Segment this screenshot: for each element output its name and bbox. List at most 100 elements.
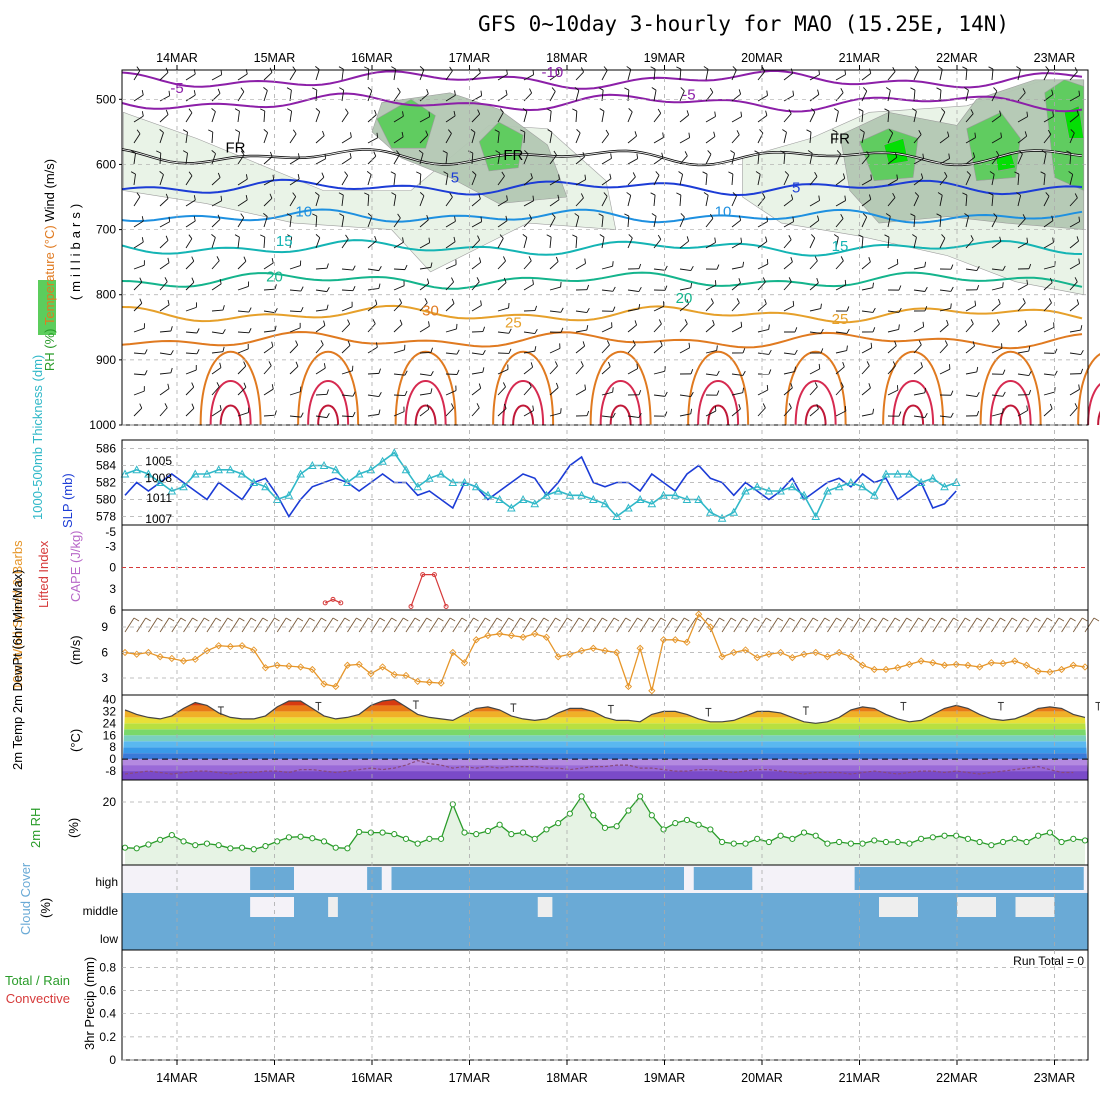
- wind-barb: [575, 263, 586, 270]
- wind-barb: [705, 373, 717, 376]
- wind-barb-feather: [790, 383, 793, 389]
- rh-marker: [145, 841, 152, 848]
- wind-barb: [575, 310, 587, 314]
- wind-barb: [601, 391, 613, 396]
- wind-barb-feather: [1022, 88, 1026, 93]
- wind-barb: [445, 264, 457, 270]
- surface-wind-feather: [602, 617, 608, 622]
- wind-barb-feather: [950, 390, 954, 396]
- wind-barb-feather: [208, 129, 213, 133]
- temp-band: [122, 735, 1088, 742]
- temp-band: [122, 729, 1088, 736]
- wind-barb: [471, 371, 483, 375]
- wind-barb-feather: [766, 216, 768, 222]
- slp-ylabel: SLP (mb): [60, 473, 75, 528]
- wind-barb-feather: [628, 234, 633, 239]
- wind-barb-feather: [976, 410, 980, 416]
- cloud-high-segment: [391, 867, 684, 890]
- wind-barb: [393, 394, 406, 397]
- wind-barb: [1017, 350, 1029, 354]
- date-label-bottom: 17MAR: [449, 1071, 491, 1085]
- rh-marker: [332, 844, 339, 851]
- wind-speed-marker: [788, 653, 796, 662]
- surface-wind-feather: [473, 617, 479, 622]
- wind-barb: [471, 95, 482, 102]
- wind-barb: [965, 268, 977, 271]
- wind-barb-feather: [297, 173, 300, 180]
- date-label-top: 18MAR: [546, 51, 588, 65]
- wind-barb: [861, 111, 864, 123]
- wind-barb-feather: [286, 87, 292, 91]
- wind-barb: [211, 331, 223, 335]
- wind-barb: [575, 71, 584, 81]
- wind-barb-feather: [768, 349, 772, 355]
- surface-wind-feather: [344, 617, 350, 622]
- wind-barb: [341, 136, 352, 144]
- wind-barb-feather: [765, 110, 768, 116]
- wind-barb-feather: [376, 132, 379, 138]
- temp-band: [122, 723, 1088, 730]
- surface-wind-barb: [827, 617, 837, 633]
- wind-barb-feather: [478, 383, 482, 389]
- surface-wind-barb: [850, 617, 861, 633]
- wind-barb-feather: [560, 282, 562, 288]
- boundary-layer-contour: [219, 404, 242, 426]
- wind-barb: [237, 199, 248, 207]
- wind-barb-feather: [738, 278, 741, 284]
- surface-wind-barb: [522, 617, 533, 633]
- wind-barb-feather: [709, 213, 714, 219]
- wind-barb-feather: [612, 261, 614, 267]
- wind-barb: [757, 174, 761, 186]
- wind-barb-feather: [240, 87, 245, 92]
- wind-barb: [705, 136, 716, 144]
- wind-barb-feather: [503, 403, 507, 409]
- wind-barb: [315, 195, 320, 207]
- thickness-marker: [425, 473, 434, 482]
- wind-speed-marker: [390, 670, 398, 679]
- wind-barb-feather: [868, 257, 871, 263]
- surface-wind-feather: [379, 617, 386, 622]
- wind-barb: [1069, 221, 1080, 228]
- wind-barb: [497, 199, 508, 207]
- wind-speed-marker: [179, 657, 188, 665]
- surface-wind-barb: [358, 617, 369, 633]
- wind-barb: [1069, 329, 1081, 333]
- rh-marker: [1046, 829, 1053, 836]
- wind-barb-feather: [636, 363, 639, 369]
- surface-wind-barb: [311, 617, 322, 633]
- wind-barb: [887, 328, 899, 333]
- wind-barb: [159, 72, 169, 81]
- surface-wind-feather: [438, 617, 444, 622]
- thickness-marker: [717, 513, 727, 522]
- wind-barb: [523, 284, 534, 291]
- wind-barb: [549, 111, 552, 123]
- wind-barb: [497, 331, 509, 334]
- wind-barb-feather: [638, 286, 642, 292]
- temp-band: [122, 699, 1088, 706]
- wind-barb: [939, 307, 951, 312]
- wind-barb: [523, 218, 532, 228]
- wind-barb: [861, 387, 871, 396]
- wind-barb-feather: [1016, 66, 1021, 70]
- wind-barb: [861, 413, 873, 417]
- wind-barb-feather: [794, 349, 798, 355]
- surface-wind-feather: [227, 617, 233, 622]
- isotherm-10: [121, 208, 1083, 224]
- wind-barb-feather: [680, 87, 685, 92]
- boundary-layer-contour: [697, 380, 740, 426]
- wind-yunit: (m/s): [68, 635, 83, 665]
- wind-speed-marker: [905, 660, 914, 669]
- wind-barb-feather: [742, 387, 744, 393]
- surface-wind-feather: [1035, 617, 1041, 622]
- wind-barb-feather: [454, 90, 456, 96]
- rh-tick: 20: [103, 795, 117, 809]
- date-label-bottom: 18MAR: [546, 1071, 588, 1085]
- wind-tick: 3: [101, 671, 108, 685]
- wind-barb: [705, 324, 715, 333]
- wind-barb: [263, 90, 268, 102]
- wind-barb-feather: [553, 150, 557, 156]
- wind-barb: [445, 373, 458, 375]
- rh-shade: [883, 138, 909, 165]
- wind-barb: [237, 178, 248, 186]
- wind-barb: [367, 174, 372, 186]
